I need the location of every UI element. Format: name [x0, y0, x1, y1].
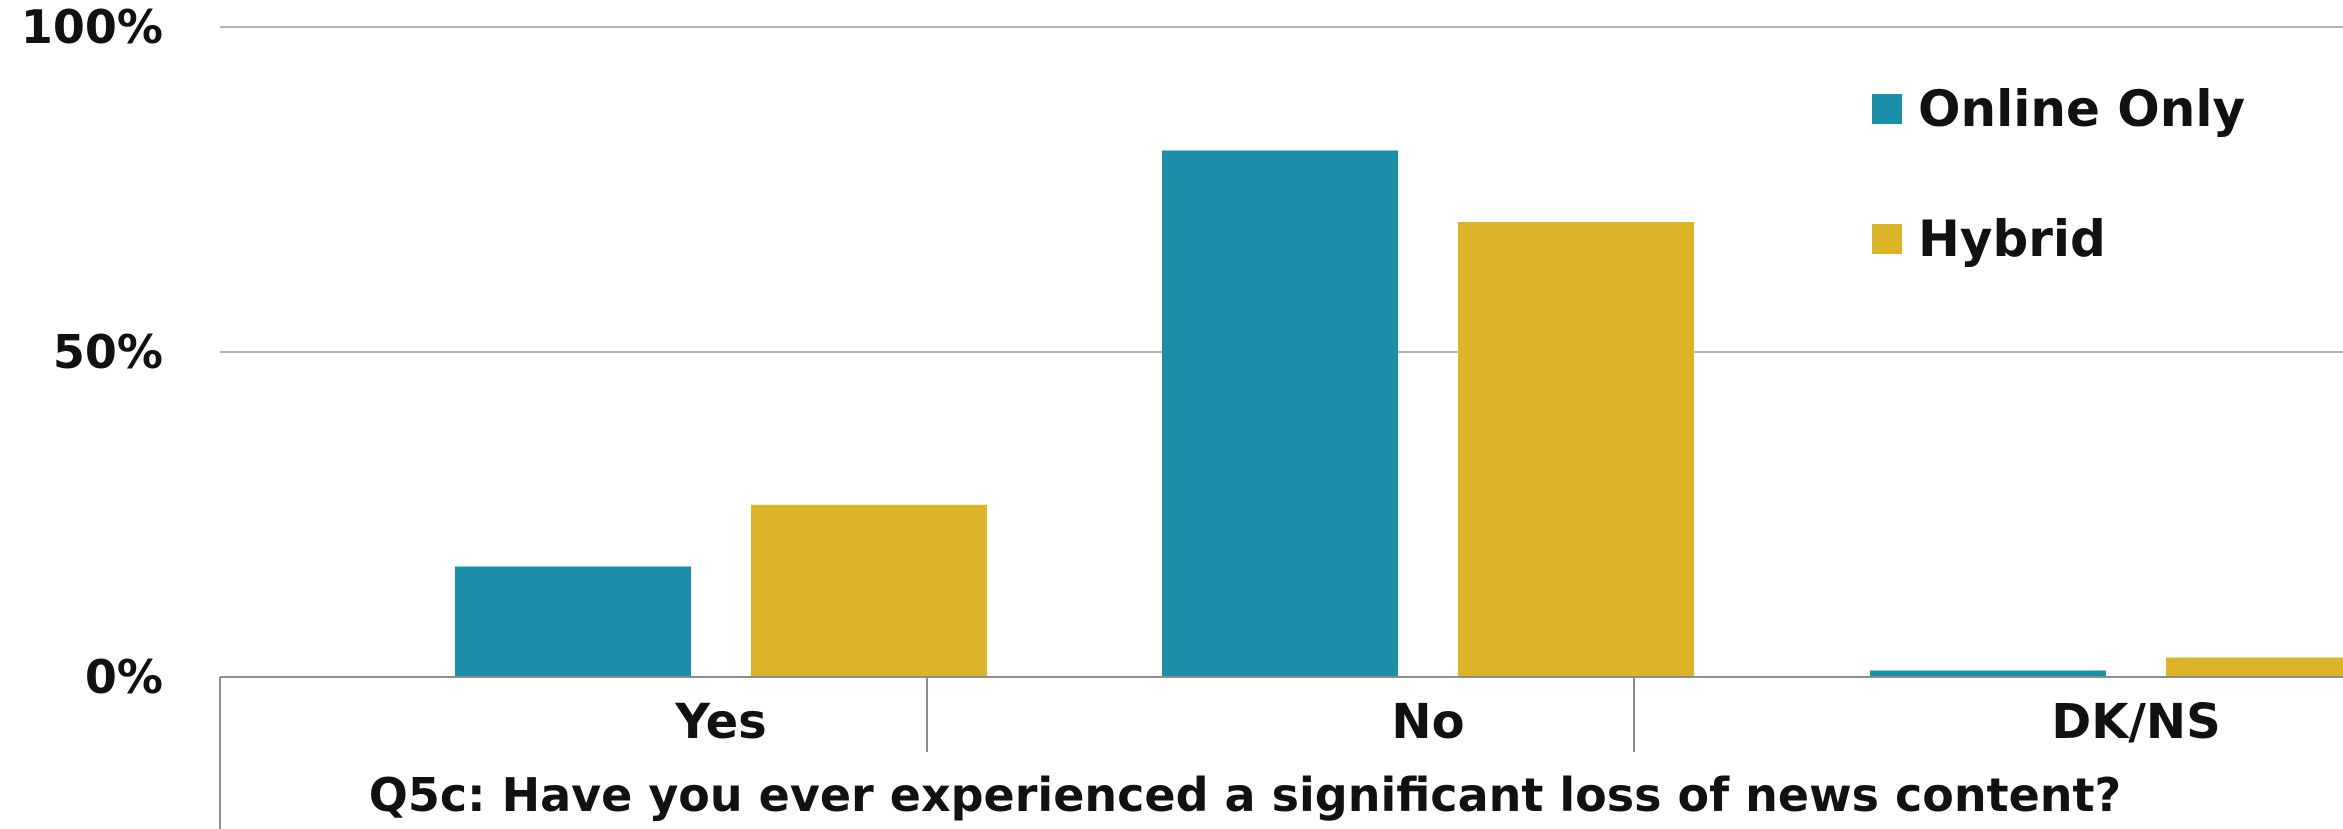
- y-tick-label: 100%: [21, 0, 163, 54]
- legend-label: Hybrid: [1918, 210, 2106, 268]
- legend-swatch: [1872, 94, 1902, 124]
- category-label: Yes: [674, 694, 766, 750]
- category-labels: Yes No DK/NS: [674, 694, 2220, 750]
- axes: [219, 676, 2343, 829]
- bars: [455, 150, 2343, 677]
- bar-hybrid-dk-ns: [2166, 657, 2343, 677]
- legend-label: Online Only: [1918, 80, 2245, 138]
- bar-online-only-dk-ns: [1870, 670, 2106, 677]
- category-label: DK/NS: [2051, 694, 2220, 750]
- bar-online-only-no: [1162, 150, 1398, 677]
- bar-hybrid-yes: [751, 504, 987, 677]
- legend: Online Only Hybrid: [1872, 80, 2245, 268]
- bar-online-only-yes: [455, 566, 691, 677]
- x-axis-label: Q5c: Have you ever experienced a signifi…: [369, 768, 2121, 822]
- y-tick-label: 50%: [53, 325, 163, 379]
- bar-hybrid-no: [1458, 222, 1694, 677]
- y-tick-labels: 0% 50% 100%: [21, 0, 163, 704]
- y-tick-label: 0%: [85, 650, 163, 704]
- category-label: No: [1391, 694, 1464, 750]
- legend-swatch: [1872, 224, 1902, 254]
